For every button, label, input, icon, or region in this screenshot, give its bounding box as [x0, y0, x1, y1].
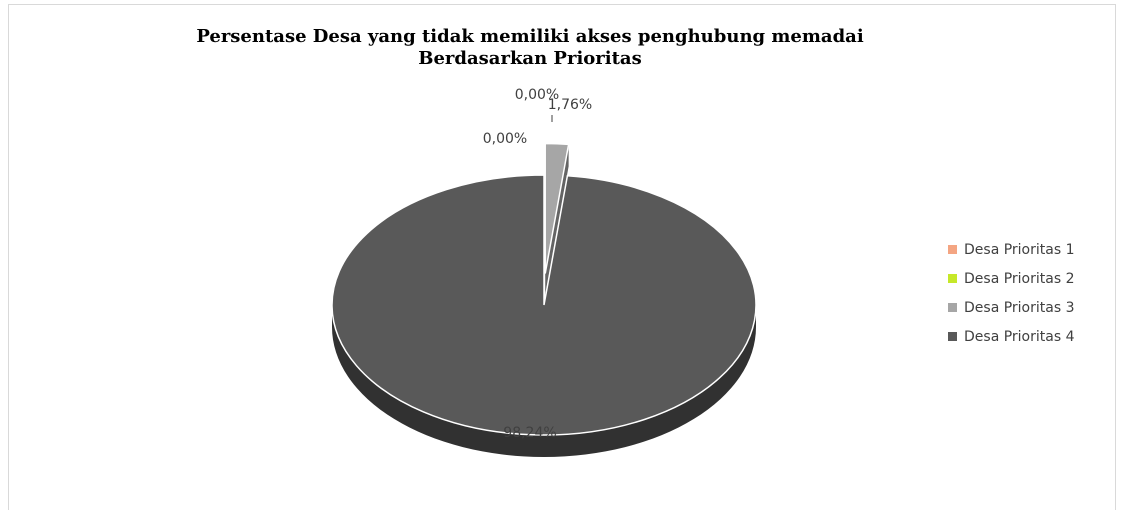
legend-item: Desa Prioritas 4 [948, 322, 1075, 351]
legend-label: Desa Prioritas 4 [964, 328, 1075, 345]
legend-swatch [948, 332, 957, 341]
legend-swatch [948, 245, 957, 254]
chart-legend: Desa Prioritas 1 Desa Prioritas 2 Desa P… [948, 235, 1075, 351]
pie-data-label: 98,24% [503, 425, 556, 441]
legend-swatch [948, 303, 957, 312]
legend-item: Desa Prioritas 2 [948, 264, 1075, 293]
chart-title-line-1: Persentase Desa yang tidak memiliki akse… [196, 26, 864, 47]
legend-label: Desa Prioritas 2 [964, 270, 1075, 287]
pie-data-label: 0,00% [483, 131, 527, 147]
legend-label: Desa Prioritas 3 [964, 299, 1075, 316]
pie-slices [331, 142, 757, 436]
pie-data-labels: 0,00%0,00%1,76%98,24% [483, 87, 592, 441]
chart-frame [8, 4, 1116, 510]
legend-swatch [948, 274, 957, 283]
pie-slice-side [332, 305, 756, 457]
pie-data-label: 0,00% [515, 87, 559, 103]
legend-item: Desa Prioritas 1 [948, 235, 1075, 264]
pie-data-label: 1,76% [548, 97, 592, 113]
legend-item: Desa Prioritas 3 [948, 293, 1075, 322]
chart-title-line-2: Berdasarkan Prioritas [418, 48, 642, 69]
pie-slice [331, 174, 757, 436]
legend-label: Desa Prioritas 1 [964, 241, 1075, 258]
pie-slice-edge [545, 144, 569, 296]
chart-title: Persentase Desa yang tidak memiliki akse… [120, 26, 940, 70]
pie-3d-side [332, 144, 756, 457]
pie-slice [544, 142, 570, 274]
